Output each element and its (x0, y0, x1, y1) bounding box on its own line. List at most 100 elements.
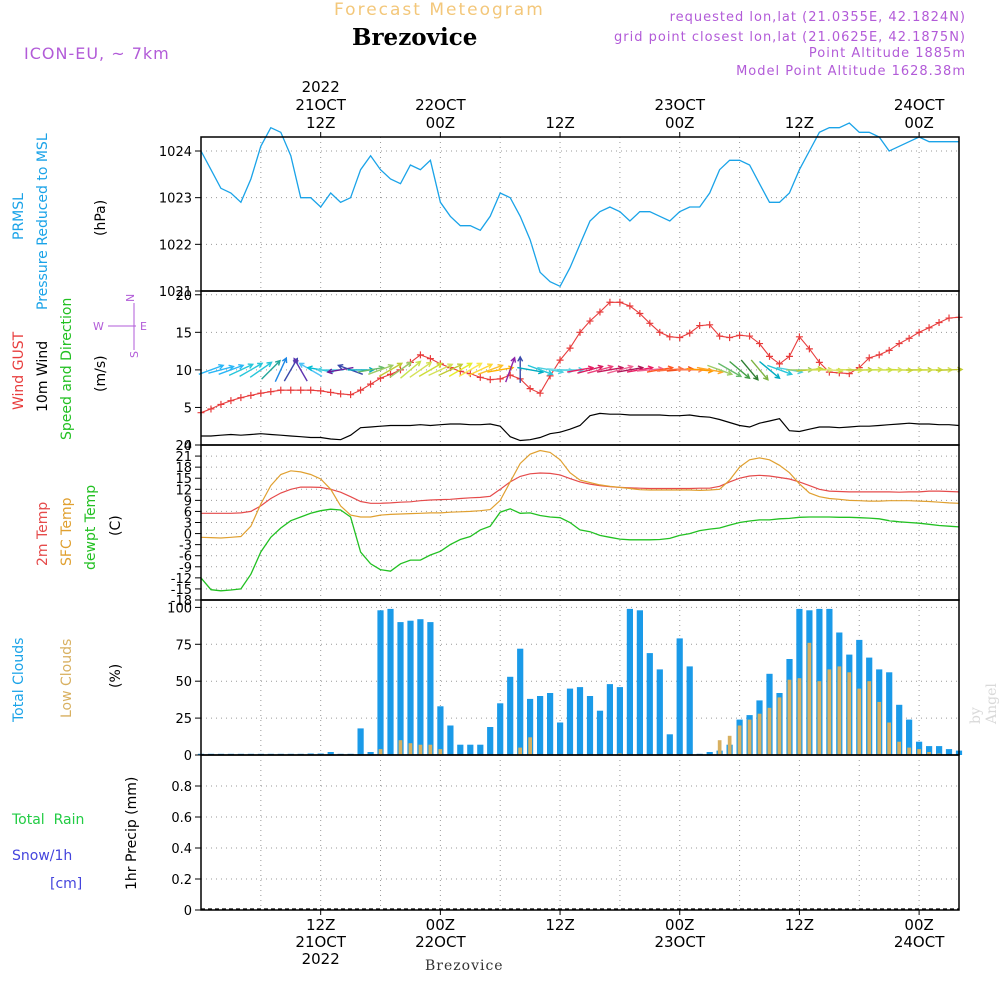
low-cloud-bar (757, 713, 762, 755)
total-cloud-bar (606, 684, 613, 755)
wind-gust-point (616, 298, 624, 306)
total-cloud-bar (547, 693, 554, 755)
low-cloud-bar (747, 719, 752, 755)
wind-direction-arrow (607, 364, 634, 374)
wind-gust-point (746, 332, 754, 340)
total-cloud-bar (666, 734, 673, 755)
wind-direction-arrow (389, 361, 413, 378)
wind-gust-point (217, 400, 225, 408)
wind-gust-point (247, 391, 255, 399)
total-cloud-bar (537, 696, 544, 755)
compass-east: E (140, 320, 147, 333)
wind-direction-arrow (577, 364, 604, 374)
footer-station: Brezovice (425, 958, 504, 974)
wind-gust-point (367, 380, 375, 388)
cloud-label-total: Total Clouds (11, 638, 27, 723)
y-tick-label-temp: 9 (184, 494, 192, 509)
low-cloud-bar (887, 722, 891, 755)
total-cloud-bar (357, 728, 364, 755)
total-cloud-bar (487, 727, 494, 755)
wind-gust-point (347, 391, 355, 399)
low-cloud-bar (438, 749, 443, 755)
x-tick-label-top: 2022 (302, 78, 340, 96)
low-cloud-bar (408, 743, 413, 755)
wind-direction-arrow (759, 360, 781, 380)
low-cloud-bar (897, 741, 901, 755)
y-tick-label-pressure: 1021 (159, 285, 192, 300)
y-tick-label-precip: 0.4 (171, 842, 192, 857)
wind-gust-point (676, 334, 684, 342)
wind-labels: Wind GUST 10m Wind Speed and Direction (… (11, 294, 147, 440)
wind-label-gust: Wind GUST (11, 331, 27, 410)
wind-gust-point (666, 333, 674, 341)
wind-direction-arrow (400, 360, 422, 379)
wind-gust-point (586, 317, 594, 325)
temp-sfc-line (200, 449, 960, 539)
wind-gust-point (576, 328, 584, 336)
wind-gust-point (865, 354, 873, 362)
wind-gust-point (327, 388, 335, 396)
dewpoint-line (200, 508, 960, 592)
wind-direction-arrow (717, 362, 743, 378)
wind-direction-arrow (468, 363, 494, 377)
precip-unit: 1hr Precip (mm) (124, 777, 140, 890)
total-cloud-bar (397, 622, 404, 755)
y-tick-label-pressure: 1024 (159, 145, 192, 160)
wind-gust-point (696, 322, 704, 330)
total-cloud-bar (367, 752, 374, 755)
wind-gust-point (476, 373, 484, 381)
wind-gust-point (426, 355, 434, 363)
pressure-labels: PRMSL Pressure Reduced to MSL (hPa) (11, 133, 109, 310)
low-cloud-bar (378, 749, 383, 755)
y-tick-label-clouds: 100 (167, 601, 192, 616)
low-cloud-bar (847, 672, 852, 755)
wind-gust-point (646, 319, 654, 327)
wind-gust-point (656, 328, 664, 336)
wind-direction-arrow (274, 356, 288, 382)
wind-gust-point (227, 397, 235, 405)
temp-unit: (C) (108, 515, 124, 536)
wind-gust-point (716, 332, 724, 340)
cloud-labels: Total Clouds Low Clouds (%) (11, 638, 124, 723)
y-tick-label-precip: 0.8 (171, 780, 192, 795)
wind-gust-point (795, 333, 803, 341)
x-tick-label-top: 23OCT (654, 96, 705, 114)
y-tick-label-wind: 10 (175, 364, 192, 379)
wind-direction-arrow (767, 364, 794, 376)
wind-gust-point (915, 328, 923, 336)
wind-gust-point (556, 356, 564, 364)
wind-gust-line (200, 301, 960, 414)
low-cloud-bar (867, 681, 872, 755)
y-tick-label-temp: 15 (175, 472, 192, 487)
y-tick-label-temp: 6 (184, 505, 192, 520)
compass-west: W (93, 320, 104, 333)
low-cloud-bar (877, 701, 882, 755)
low-cloud-bar (398, 740, 403, 755)
total-cloud-bar (586, 696, 594, 755)
total-cloud-bar (377, 610, 384, 755)
low-cloud-bar (907, 747, 911, 755)
total-cloud-bar (576, 687, 584, 755)
x-tick-label-top: 00Z (904, 114, 933, 132)
wind-gust-point (307, 386, 315, 394)
wind-gust-point (626, 302, 634, 310)
x-tick-label-bottom: 23OCT (654, 933, 705, 951)
wind-direction-arrow (368, 364, 395, 375)
precip-labels: Total Rain Snow/1h [cm] 1hr Precip (mm) (11, 777, 140, 892)
wind-gust-point (706, 321, 714, 329)
total-cloud-bar (676, 638, 683, 755)
low-cloud-bar (827, 669, 832, 755)
wind-direction-arrow (448, 362, 473, 378)
total-cloud-bar (517, 648, 524, 755)
wind-gust-point (237, 394, 245, 402)
wind-label-10m: 10m Wind (35, 341, 51, 412)
low-cloud-bar (917, 749, 921, 755)
wind-direction-arrow (249, 361, 273, 378)
precip-label-snow: Snow/1h (12, 848, 72, 864)
total-cloud-bar (557, 722, 564, 755)
wind-direction-arrow (378, 362, 404, 378)
temp-labels: 2m Temp SFC Temp dewpt Temp (C) (35, 485, 124, 570)
pressure-label-msl: Pressure Reduced to MSL (35, 133, 51, 310)
total-cloud-bar (626, 608, 633, 755)
credit-text: by Angel (968, 683, 1000, 724)
